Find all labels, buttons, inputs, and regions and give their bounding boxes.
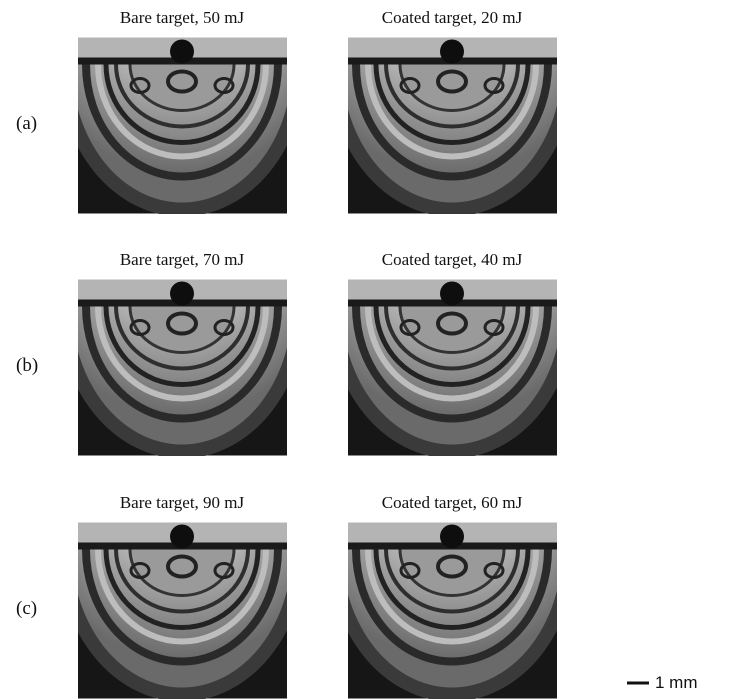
row-label: (b): [16, 355, 38, 377]
image-content: [348, 279, 557, 456]
shadowgraph-image: [78, 37, 287, 214]
shadowgraph-image: [348, 522, 557, 699]
shadowgraph-image: [348, 279, 557, 456]
panel-title: Bare target, 70 mJ: [62, 250, 302, 270]
panel-title: Coated target, 40 mJ: [332, 250, 572, 270]
shadowgraph-image: [78, 522, 287, 699]
image-content: [348, 37, 557, 214]
panel-title: Coated target, 20 mJ: [332, 8, 572, 28]
panel-title: Bare target, 50 mJ: [62, 8, 302, 28]
image-content: [78, 37, 287, 214]
shadowgraph-image: [348, 37, 557, 214]
row-label: (a): [16, 113, 37, 135]
figure: 1 mm (a) Bare target, 50 mJ Coated target,…: [0, 0, 735, 699]
scale-bar-label: 1 mm: [655, 673, 698, 693]
image-content: [348, 522, 557, 699]
image-content: [78, 279, 287, 456]
panel-title: Bare target, 90 mJ: [62, 493, 302, 513]
row-label: (c): [16, 598, 37, 620]
shadowgraph-image: [78, 279, 287, 456]
image-content: [78, 522, 287, 699]
panel-title: Coated target, 60 mJ: [332, 493, 572, 513]
scale-bar: [620, 676, 652, 690]
